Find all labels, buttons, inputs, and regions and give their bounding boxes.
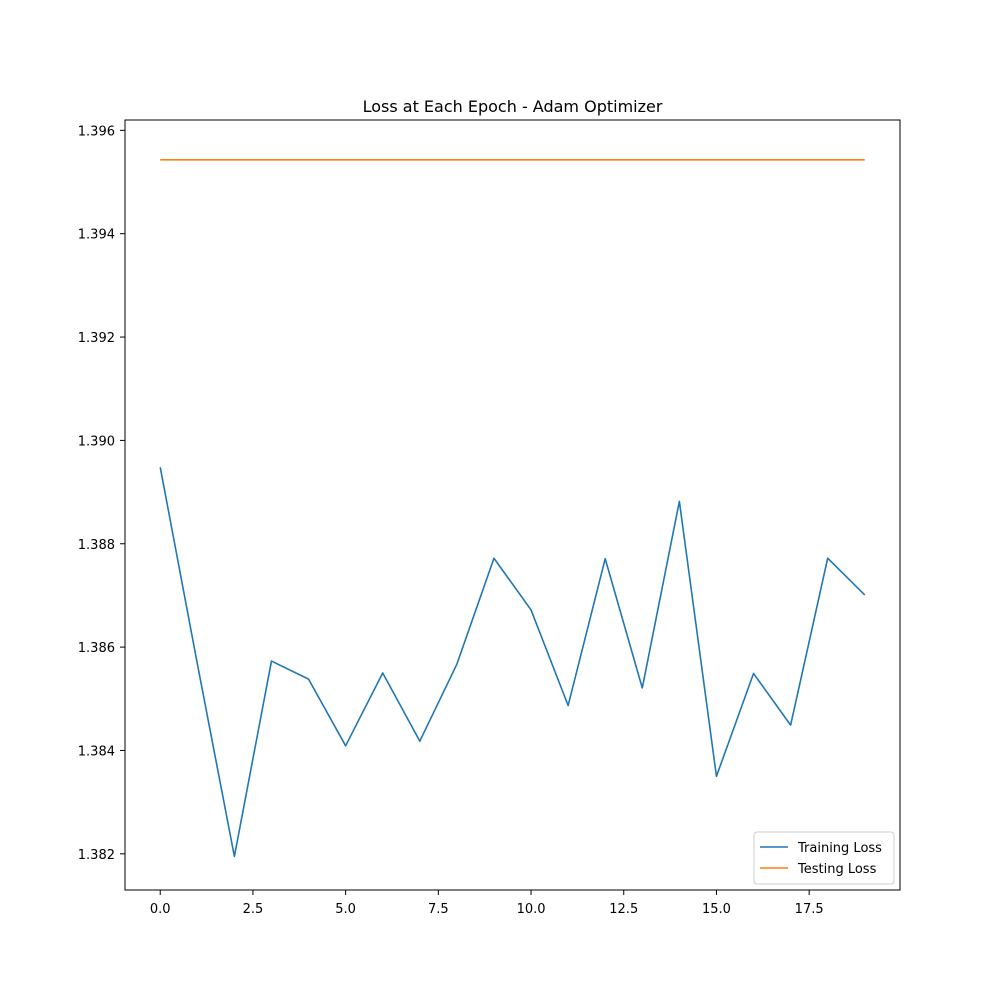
x-axis: 0.0 2.5 5.0 7.5 10.0 12.5 15.0 17.5 — [150, 890, 824, 917]
y-tick-label: 1.390 — [78, 434, 115, 449]
x-tick-label: 17.5 — [795, 902, 824, 917]
x-tick-label: 5.0 — [335, 902, 356, 917]
y-tick-label: 1.384 — [78, 744, 115, 759]
y-tick-label: 1.396 — [78, 124, 115, 139]
x-tick-label: 15.0 — [702, 902, 731, 917]
y-tick-label: 1.394 — [78, 228, 115, 243]
y-tick-label: 1.382 — [78, 848, 115, 863]
y-tick-label: 1.392 — [78, 331, 115, 346]
series-layer — [159, 158, 866, 858]
training-loss-line — [159, 467, 866, 858]
x-tick-label: 0.0 — [150, 902, 171, 917]
plot-frame — [124, 119, 901, 891]
legend-label-testing-loss: Testing Loss — [797, 862, 877, 877]
x-tick-label: 12.5 — [609, 902, 638, 917]
legend-box — [753, 831, 895, 885]
x-tick-label: 7.5 — [428, 902, 449, 917]
legend: Training Loss Testing Loss — [753, 831, 895, 885]
legend-label-training-loss: Training Loss — [797, 841, 882, 856]
y-axis: 1.382 1.384 1.386 1.388 1.390 1.392 1.394 1.396 — [78, 124, 125, 863]
chart-title: Loss at Each Epoch - Adam Optimizer — [363, 97, 663, 116]
y-tick-label: 1.386 — [78, 641, 115, 656]
y-tick-label: 1.388 — [78, 538, 115, 553]
x-tick-label: 10.0 — [517, 902, 546, 917]
x-tick-label: 2.5 — [243, 902, 264, 917]
